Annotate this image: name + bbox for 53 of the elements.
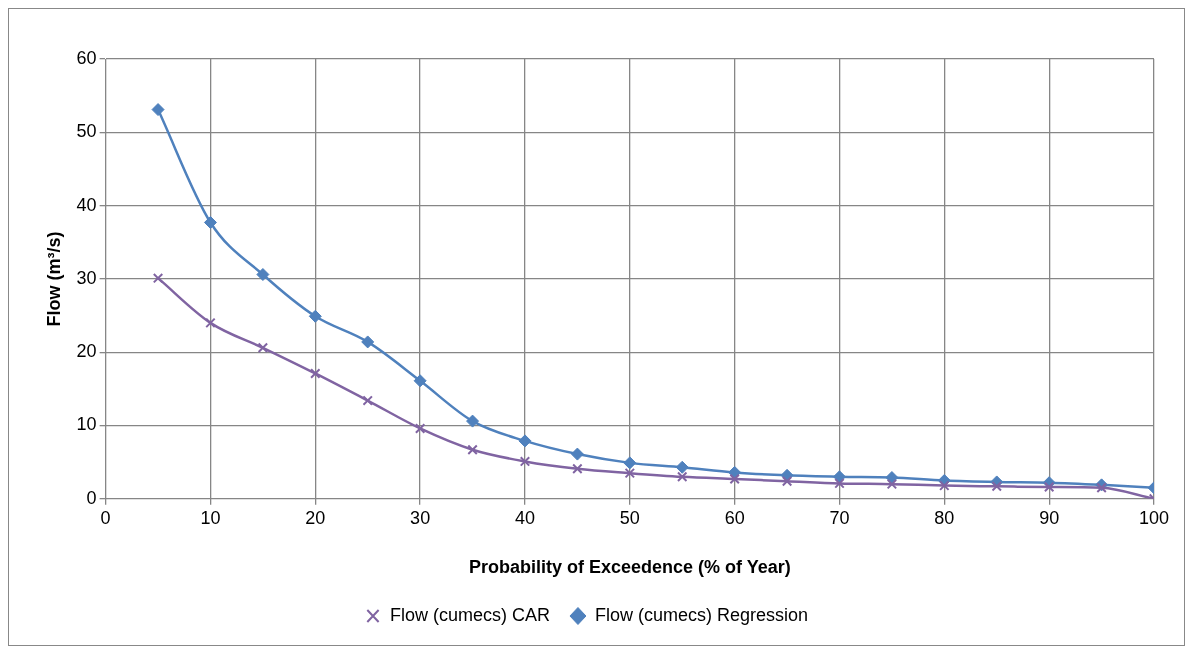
point — [257, 342, 269, 354]
point — [519, 456, 531, 467]
point — [310, 368, 321, 379]
point — [676, 471, 688, 483]
point — [729, 473, 740, 485]
x-tick-label: 60 — [724, 507, 745, 528]
x-tick-label: 0 — [100, 507, 111, 528]
point — [466, 414, 480, 428]
point — [781, 475, 793, 487]
point — [256, 268, 270, 281]
legend-label: Flow (cumecs) CAR — [389, 604, 550, 625]
x-tick-label: 50 — [619, 507, 640, 528]
point — [991, 481, 1002, 492]
point — [518, 434, 532, 448]
point — [1096, 482, 1107, 494]
point — [623, 456, 637, 470]
point — [151, 103, 165, 117]
x-tick-label: 90 — [1039, 507, 1060, 528]
point — [624, 467, 636, 479]
y-tick-label: 50 — [76, 121, 97, 142]
point — [205, 317, 216, 329]
x-tick-label: 30 — [410, 507, 431, 528]
point — [467, 444, 478, 455]
y-tick-label: 60 — [76, 47, 97, 68]
point — [414, 423, 426, 434]
y-axis-title: Flow (m³/s) — [43, 231, 64, 327]
point — [308, 309, 322, 323]
point — [361, 335, 375, 349]
point — [152, 272, 164, 284]
y-tick-label: 20 — [76, 341, 97, 362]
y-tick-label: 0 — [86, 487, 97, 508]
y-tick-label: 10 — [76, 414, 97, 435]
x-tick-label: 40 — [514, 507, 535, 528]
x-tick-label: 80 — [934, 507, 955, 528]
point — [886, 478, 898, 490]
point — [832, 470, 846, 484]
point — [570, 447, 584, 461]
x-tick-label: 70 — [829, 507, 850, 528]
point — [675, 460, 689, 474]
point — [413, 374, 427, 388]
y-tick-label: 30 — [76, 267, 97, 288]
x-axis-title: Probability of Exceedence (% of Year) — [468, 557, 791, 578]
x-tick-label: 10 — [200, 507, 221, 528]
point — [362, 395, 373, 406]
point — [203, 215, 217, 229]
point — [939, 480, 950, 491]
legend-label: Flow (cumecs) Regression — [594, 604, 809, 625]
point — [834, 478, 845, 489]
point — [1043, 481, 1055, 493]
x-tick-label: 20 — [305, 507, 326, 528]
y-tick-label: 40 — [76, 194, 97, 215]
point — [572, 463, 583, 474]
x-tick-label: 100 — [1138, 507, 1170, 528]
